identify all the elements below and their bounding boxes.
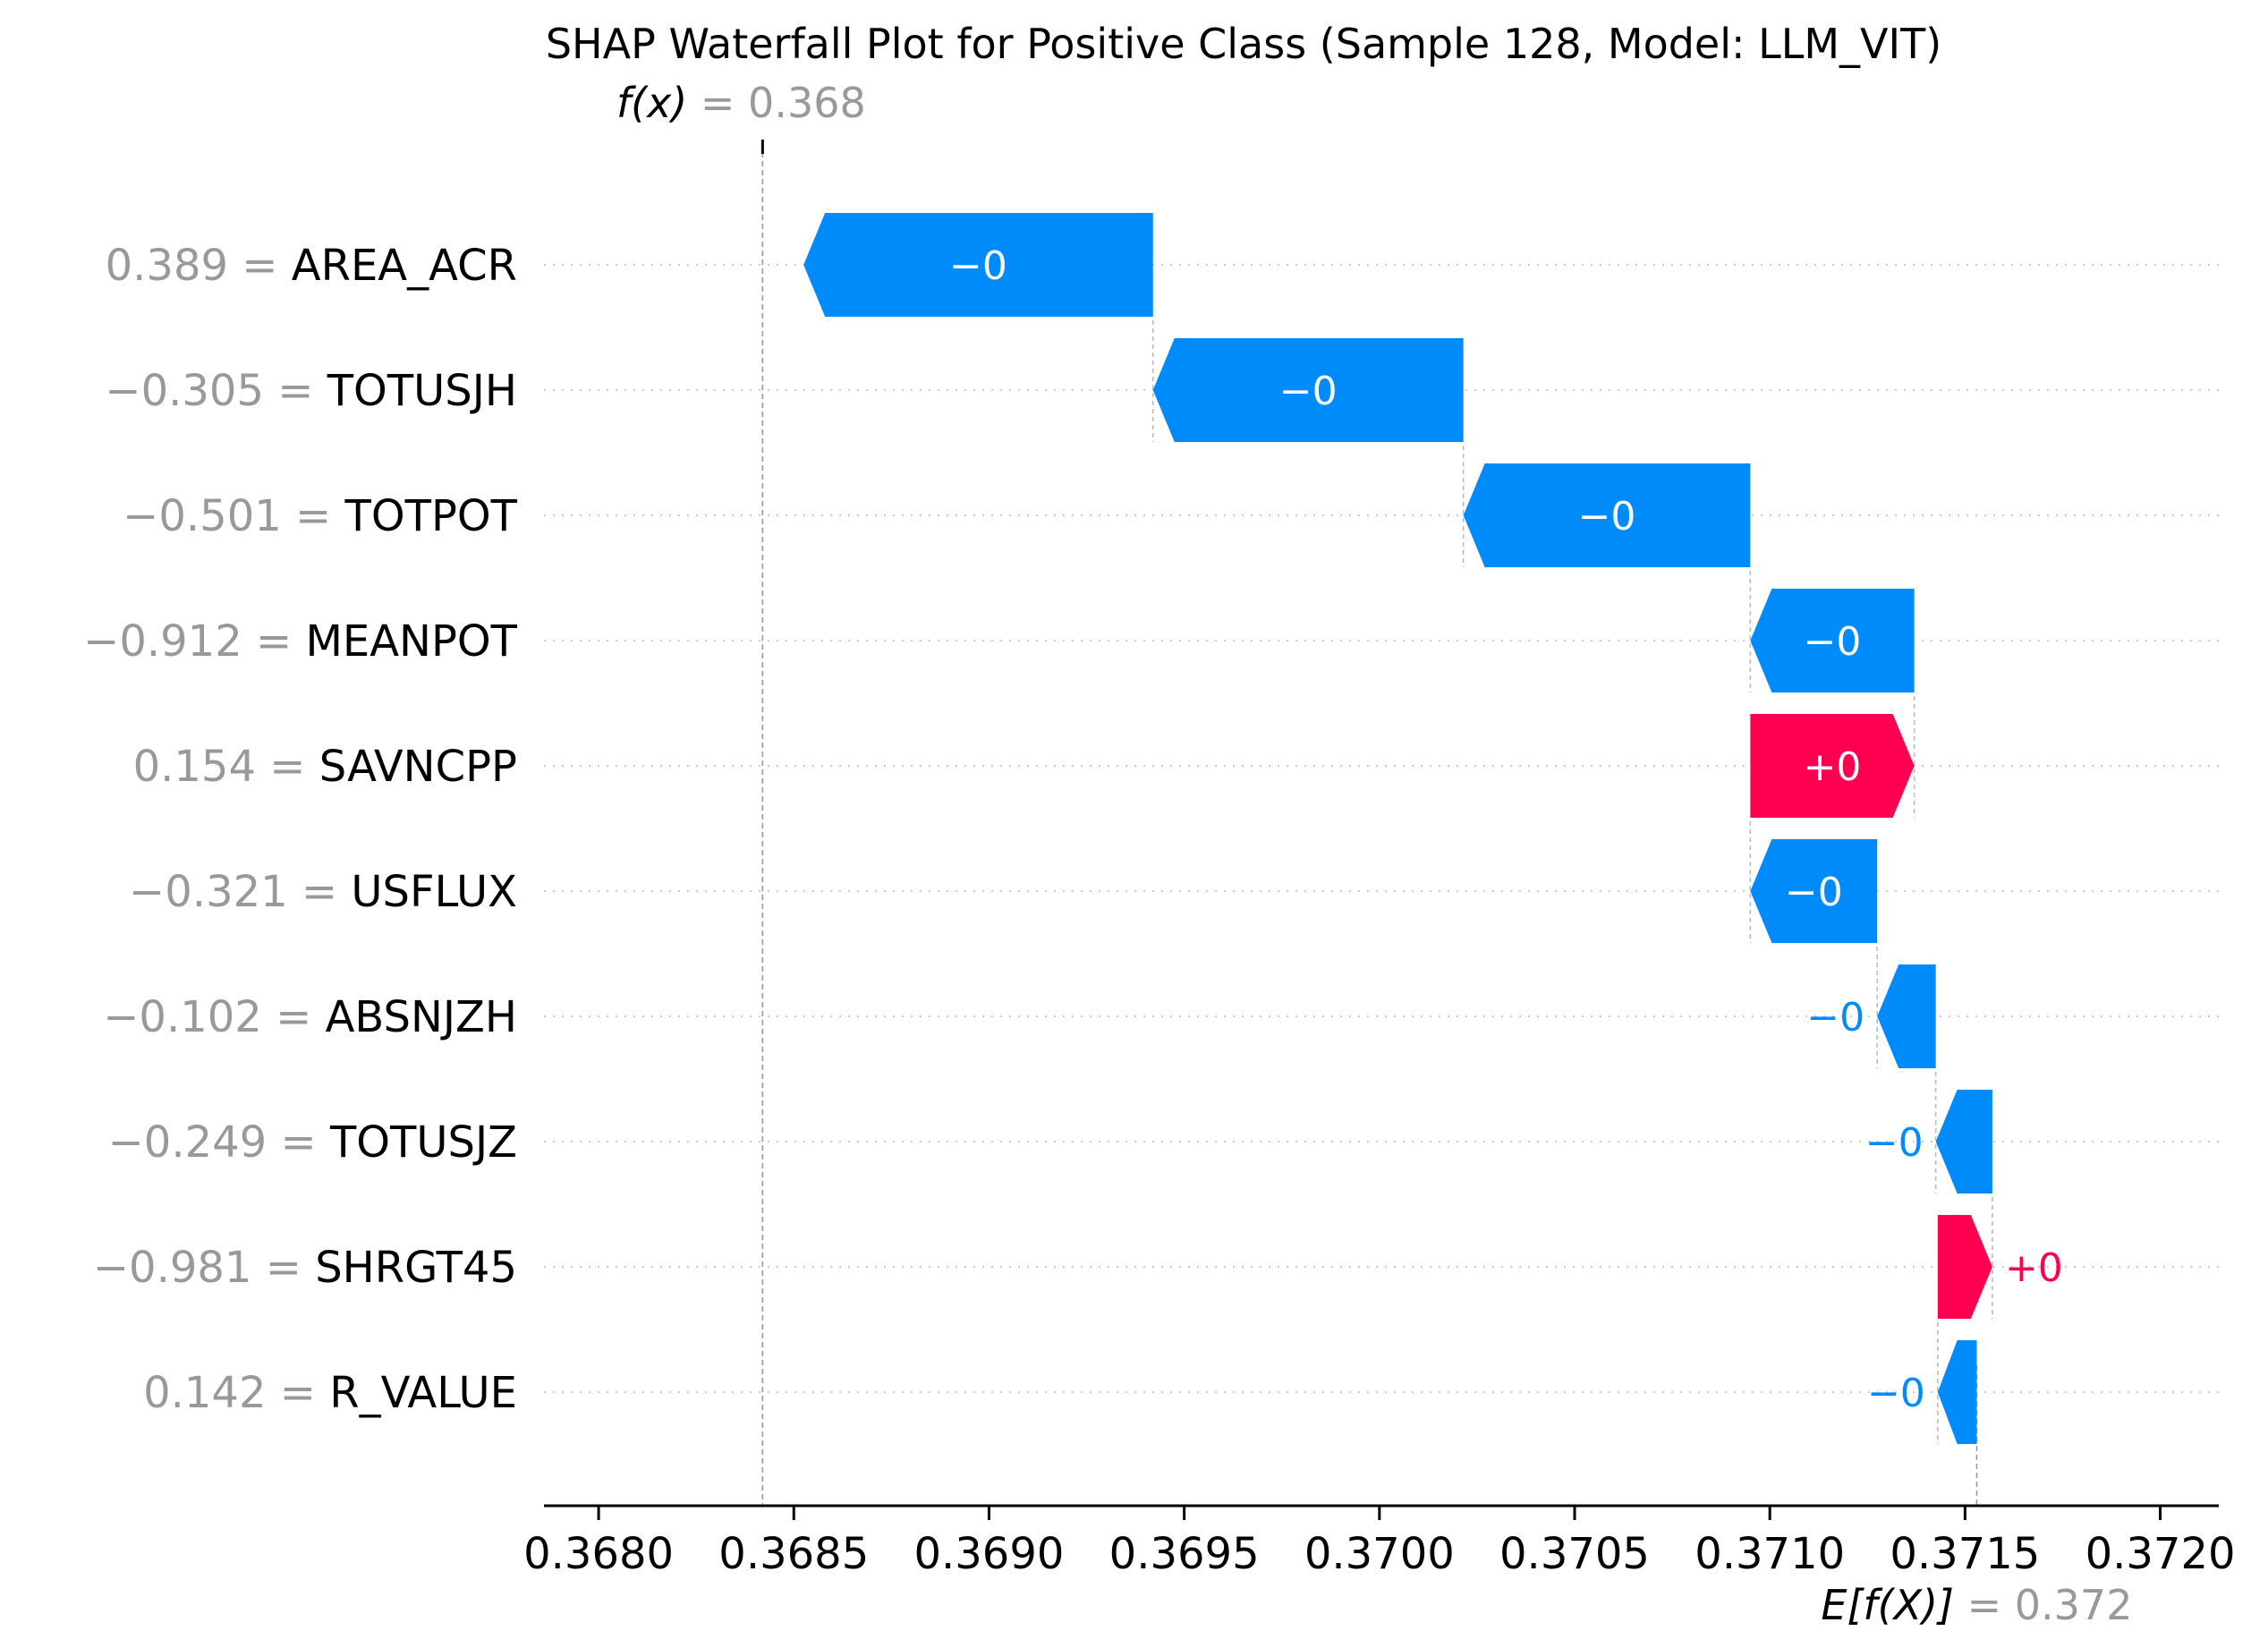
- waterfall-bar-totusjh: [1152, 338, 1464, 442]
- feature-name: SAVNCPP: [319, 742, 517, 792]
- feature-label: −0.501 = TOTPOT: [123, 491, 518, 541]
- feature-name: MEANPOT: [305, 616, 517, 667]
- x-tick-label: 0.3710: [1695, 1529, 1845, 1579]
- x-tick-label: 0.3705: [1499, 1529, 1650, 1579]
- feature-value: 0.154 =: [133, 742, 319, 792]
- feature-label: −0.912 = MEANPOT: [83, 616, 518, 667]
- fx-value: = 0.368: [687, 79, 865, 127]
- label-layer: −0 0.389 = AREA_ACR −0 −0.305 = TOTUSJH −0 −0…: [83, 241, 2063, 1418]
- efx-prefix: E[f(X)]: [1821, 1581, 1954, 1629]
- efx-value: = 0.372: [1954, 1581, 2132, 1629]
- feature-label: 0.154 = SAVNCPP: [133, 742, 517, 792]
- chart-title: SHAP Waterfall Plot for Positive Class (…: [546, 20, 1941, 68]
- bar-value-label: −0: [1865, 1120, 1924, 1166]
- x-tick-label: 0.3685: [718, 1529, 869, 1579]
- feature-name: AREA_ACR: [292, 241, 517, 291]
- feature-value: −0.501 =: [123, 491, 344, 541]
- feature-value: −0.321 =: [129, 867, 351, 917]
- bar-value-label: +0: [1804, 744, 1862, 790]
- bar-value-label: −0: [949, 243, 1007, 289]
- waterfall-bar-area-acr: [803, 213, 1153, 317]
- feature-label: −0.249 = TOTUSJZ: [108, 1117, 517, 1168]
- feature-label: −0.981 = SHRGT45: [93, 1243, 517, 1293]
- waterfall-bar-shrgt45: [1937, 1215, 1992, 1319]
- x-tick-label: 0.3700: [1304, 1529, 1455, 1579]
- waterfall-bar-totusjz: [1935, 1090, 1992, 1194]
- fx-label: f(x) = 0.368: [616, 79, 866, 127]
- feature-value: −0.102 =: [103, 992, 325, 1042]
- x-tick-label: 0.3720: [2085, 1529, 2236, 1579]
- feature-value: −0.249 =: [108, 1117, 330, 1168]
- waterfall-bar-usflux: [1750, 839, 1878, 943]
- feature-value: −0.305 =: [105, 366, 327, 416]
- bar-value-label: −0: [1806, 995, 1865, 1041]
- feature-name: USFLUX: [351, 867, 517, 917]
- feature-name: R_VALUE: [329, 1368, 517, 1418]
- waterfall-bar-meanpot: [1750, 589, 1915, 692]
- bar-value-label: −0: [1867, 1371, 1925, 1416]
- waterfall-bar-absnjzh: [1877, 964, 1936, 1068]
- feature-value: −0.981 =: [93, 1243, 315, 1293]
- x-tick-label: 0.3695: [1109, 1529, 1260, 1579]
- feature-value: 0.389 =: [106, 241, 292, 291]
- feature-value: −0.912 =: [83, 616, 305, 667]
- feature-name: TOTUSJH: [327, 366, 517, 416]
- feature-label: −0.305 = TOTUSJH: [105, 366, 517, 416]
- bar-value-label: −0: [1785, 870, 1843, 915]
- feature-label: 0.142 = R_VALUE: [143, 1368, 517, 1418]
- bar-value-label: −0: [1279, 369, 1338, 414]
- bar-value-label: −0: [1578, 494, 1636, 539]
- feature-name: SHRGT45: [315, 1243, 517, 1293]
- x-tick-label: 0.3715: [1890, 1529, 2040, 1579]
- feature-label: −0.321 = USFLUX: [129, 867, 517, 917]
- bar-layer: [803, 213, 1992, 1444]
- feature-name: ABSNJZH: [326, 992, 517, 1042]
- bar-value-label: +0: [2005, 1245, 2063, 1291]
- feature-value: 0.142 =: [143, 1368, 329, 1418]
- feature-name: TOTPOT: [344, 491, 518, 541]
- bar-value-label: −0: [1804, 619, 1862, 665]
- waterfall-bar-totpot: [1463, 463, 1751, 567]
- x-tick-label: 0.3680: [523, 1529, 674, 1579]
- feature-label: −0.102 = ABSNJZH: [103, 992, 517, 1042]
- fx-prefix: f(x): [616, 79, 687, 127]
- waterfall-bar-r-value: [1937, 1340, 1977, 1444]
- feature-label: 0.389 = AREA_ACR: [106, 241, 517, 291]
- efx-label: E[f(X)] = 0.372: [1821, 1581, 2132, 1629]
- feature-name: TOTUSJZ: [329, 1117, 517, 1168]
- waterfall-bar-savncpp: [1750, 714, 1915, 818]
- x-tick-label: 0.3690: [913, 1529, 1064, 1579]
